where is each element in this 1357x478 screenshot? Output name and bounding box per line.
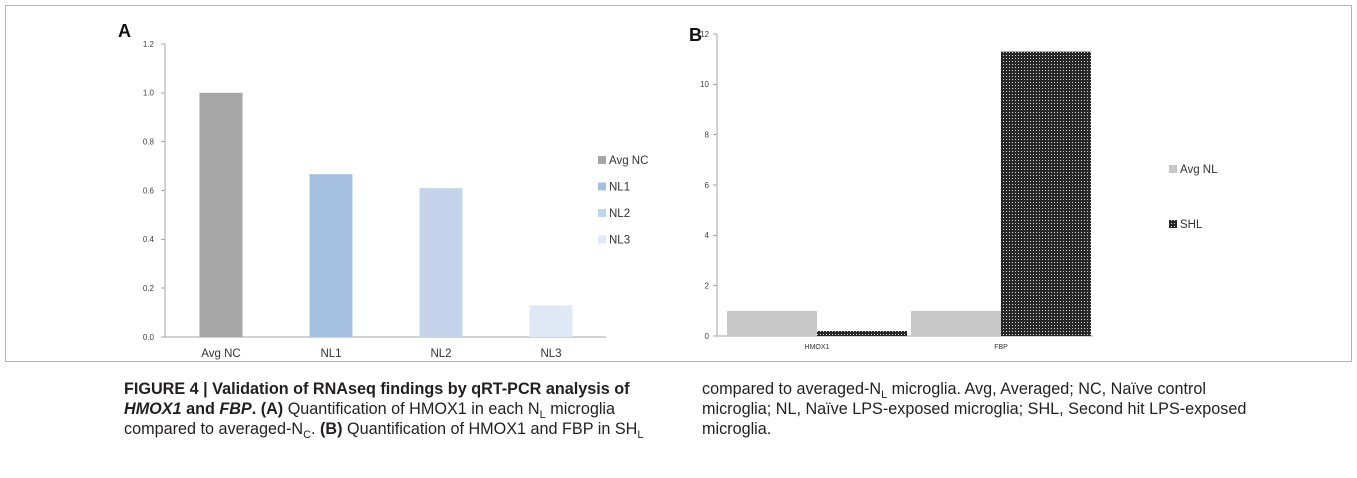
y-tick-label: 4: [705, 231, 710, 240]
y-tick-label: 0.8: [143, 137, 155, 146]
legend-label-nl2: NL2: [609, 208, 630, 220]
caption-subscript: C: [303, 429, 312, 441]
caption-text: FIGURE 4 | Validation of RNAseq findings…: [124, 380, 630, 398]
y-tick-label: 8: [705, 130, 710, 139]
legend-label-shl: SHL: [1180, 219, 1203, 231]
legend-label-nl3: NL3: [609, 235, 630, 247]
legend-swatch-nl3: [598, 235, 606, 244]
bar-avg-nl-hmox1: [727, 310, 817, 336]
bar-nl2: [419, 188, 463, 337]
caption-text: microglia: [545, 400, 616, 418]
caption-text: microglia; NL, Naïve LPS-exposed microgl…: [702, 400, 1247, 418]
caption-text: Quantification of HMOX1 in each N: [283, 400, 540, 418]
caption-text: .: [311, 420, 321, 438]
x-category-label: NL2: [430, 348, 451, 360]
y-tick-label: 0.0: [143, 333, 155, 342]
y-tick-label: 12: [700, 30, 709, 39]
y-tick-label: 1.0: [143, 89, 155, 98]
caption-line: microglia.: [702, 419, 1246, 439]
legend-swatch-nl2: [598, 209, 606, 217]
y-tick-label: 6: [705, 181, 710, 190]
caption-text: and: [181, 400, 220, 418]
caption-text: . (A): [251, 400, 284, 418]
caption-subscript: L: [539, 409, 546, 421]
legend-swatch-shl: [1169, 220, 1177, 228]
caption-text: FBP: [219, 400, 252, 418]
legend-swatch-avg-nc: [598, 156, 606, 164]
bar-shl-fbp: [1001, 51, 1091, 336]
bar-shl-hmox1: [817, 330, 907, 336]
bar-avg-nc: [199, 92, 243, 337]
caption-text: compared to averaged-N: [702, 380, 882, 398]
caption-subscript: L: [637, 429, 644, 441]
bar-avg-nl-fbp: [911, 310, 1001, 336]
x-category-label: NL3: [540, 348, 561, 360]
caption-line: FIGURE 4 | Validation of RNAseq findings…: [124, 379, 643, 399]
caption-text: microglia.: [702, 420, 772, 438]
y-tick-label: 1.2: [143, 40, 155, 49]
legend-label-nl1: NL1: [609, 182, 630, 194]
x-category-label: NL1: [320, 348, 341, 360]
caption-text: microglia. Avg, Averaged; NC, Naïve cont…: [887, 380, 1206, 398]
legend-label-avg-nc: Avg NC: [609, 155, 648, 167]
x-category-label: Avg NC: [201, 348, 240, 360]
caption-text: (B): [320, 420, 343, 438]
y-tick-label: 10: [700, 80, 709, 89]
y-tick-label: 0.4: [143, 235, 155, 244]
bar-nl1: [309, 174, 353, 337]
panel-label: B: [689, 25, 702, 45]
legend-swatch-avg-nl: [1169, 165, 1177, 173]
bar-nl3: [529, 305, 573, 337]
figure-charts: A 0.0 0.2 0.4 0.6 0.8 1.0 1.2 Avg NC NL1 NL2 NL3 Avg…: [5, 5, 1352, 362]
panel-a-chart: A 0.0 0.2 0.4 0.6 0.8 1.0 1.2 Avg NC NL1 NL2 NL3 Avg…: [118, 21, 648, 360]
panel-b-chart: B 0 2 4 6 8 10 12 HMOX1 FBP Avg NL SHL: [689, 25, 1218, 351]
panel-label: A: [118, 21, 131, 41]
caption-text: compared to averaged-N: [124, 420, 304, 438]
caption-left-column: FIGURE 4 | Validation of RNAseq findings…: [124, 379, 644, 441]
caption-line: compared to averaged-NL microglia. Avg, …: [702, 379, 1246, 401]
y-tick-label: 0: [705, 332, 710, 341]
caption-text: HMOX1: [124, 400, 182, 418]
caption-line: HMOX1 and FBP. (A) Quantification of HMO…: [124, 399, 643, 421]
caption-text: Quantification of HMOX1 and FBP in SH: [342, 420, 638, 438]
caption-line: microglia; NL, Naïve LPS-exposed microgl…: [702, 399, 1246, 419]
legend-label-avg-nl: Avg NL: [1180, 164, 1218, 176]
x-category-label: HMOX1: [805, 344, 830, 351]
y-tick-label: 0.6: [143, 186, 155, 195]
legend-swatch-nl1: [598, 182, 606, 191]
figure-border: [5, 5, 1352, 362]
caption-subscript: L: [881, 389, 888, 401]
y-tick-label: 2: [705, 281, 710, 290]
caption-right-column: compared to averaged-NL microglia. Avg, …: [702, 379, 1246, 439]
caption-line: compared to averaged-NC. (B) Quantificat…: [124, 419, 644, 441]
y-tick-label: 0.2: [143, 284, 155, 293]
x-category-label: FBP: [994, 344, 1008, 351]
